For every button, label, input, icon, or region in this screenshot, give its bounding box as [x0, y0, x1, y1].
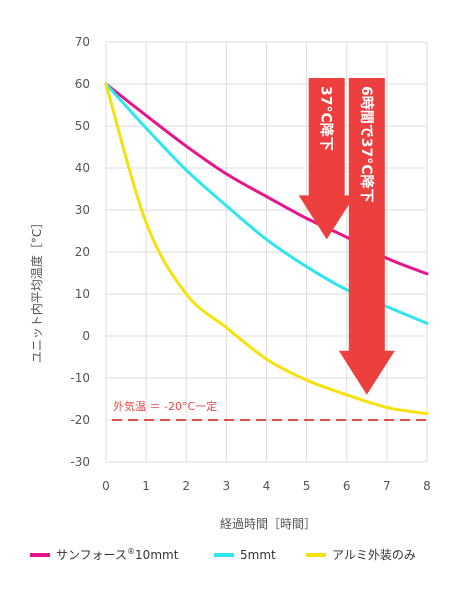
y-tick-label: 40	[75, 161, 90, 175]
y-tick-label: 20	[75, 245, 90, 259]
legend-name: 5mmt	[240, 548, 276, 562]
y-tick-label: -30	[70, 455, 90, 469]
reference-line-group: 外気温 ＝ -20°C一定	[112, 399, 427, 421]
y-tick-label: -10	[70, 371, 90, 385]
annotation-label: 6時間で37°C降下	[358, 86, 375, 203]
x-tick-label: 4	[263, 479, 271, 493]
legend-label: アルミ外装のみ	[332, 548, 416, 562]
x-tick-label: 7	[383, 479, 391, 493]
legend: サンフォース®10mmt 5mmt アルミ外装のみ	[30, 547, 416, 562]
legend-label: 5mmt	[240, 548, 276, 562]
legend-name-suffix: 10mmt	[135, 548, 179, 562]
y-tick-label: 70	[75, 35, 90, 49]
y-tick-label: 10	[75, 287, 90, 301]
legend-name: アルミ外装のみ	[332, 548, 416, 562]
tick-labels: 70 60 50 40 30 20 10 0 -10 -20 -30 0 1 2 3 4 5 6 7 8	[70, 35, 430, 493]
x-tick-label: 1	[142, 479, 150, 493]
x-tick-label: 6	[343, 479, 351, 493]
annotation-group: 37°C降下 6時間で37°C降下	[298, 78, 395, 395]
x-tick-label: 0	[102, 479, 110, 493]
x-axis-label: 経過時間［時間］	[220, 517, 316, 531]
x-tick-label: 2	[182, 479, 190, 493]
y-tick-label: 30	[75, 203, 90, 217]
x-tick-label: 8	[423, 479, 431, 493]
legend-name: サンフォース	[56, 548, 127, 562]
x-tick-label: 5	[303, 479, 311, 493]
y-tick-label: -20	[70, 413, 90, 427]
x-tick-label: 3	[223, 479, 231, 493]
legend-name-sup: ®	[127, 547, 135, 556]
series-line	[104, 82, 429, 416]
reference-line-label: 外気温 ＝ -20°C一定	[113, 399, 217, 413]
annotation-label: 37°C降下	[318, 86, 335, 151]
annotation-arrow	[298, 78, 355, 240]
annotation-arrow	[338, 78, 395, 395]
y-tick-label: 60	[75, 77, 90, 91]
y-tick-label: 0	[82, 329, 90, 343]
y-axis-label: ユニット内平均温度［°C］	[29, 217, 44, 363]
legend-label: サンフォース®10mmt	[56, 547, 179, 562]
y-tick-label: 50	[75, 119, 90, 133]
